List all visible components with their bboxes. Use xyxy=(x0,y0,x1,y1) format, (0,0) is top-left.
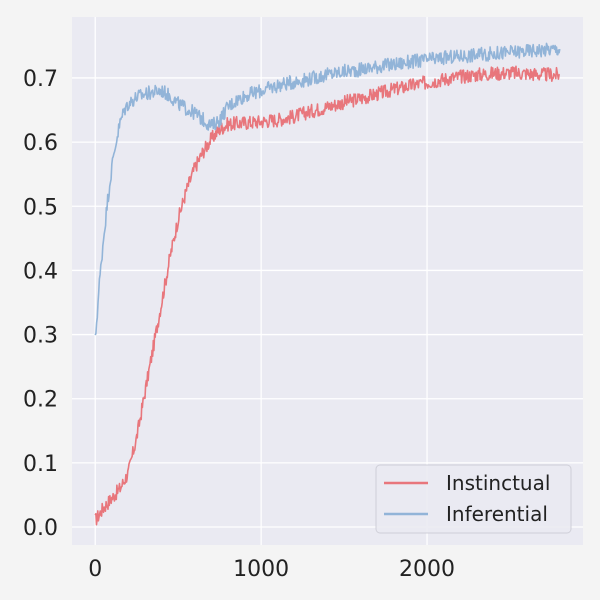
x-tick-label: 0 xyxy=(88,557,102,582)
x-tick-label: 2000 xyxy=(399,557,455,582)
series-layer xyxy=(94,42,561,526)
y-axis-ticks: 0.0 0.1 0.2 0.3 0.4 0.5 0.6 0.7 xyxy=(23,67,58,541)
y-tick-label: 0.7 xyxy=(23,67,58,92)
legend: Instinctual Inferential xyxy=(375,464,572,534)
series-line-instinctual xyxy=(94,65,560,526)
y-tick-label: 0.2 xyxy=(23,388,58,413)
x-axis-ticks: 0 1000 2000 xyxy=(88,557,455,582)
y-tick-label: 0.5 xyxy=(23,195,58,220)
legend-label: Inferential xyxy=(446,502,548,526)
legend-label: Instinctual xyxy=(446,471,550,495)
y-tick-label: 0.1 xyxy=(23,452,58,477)
y-tick-label: 0.3 xyxy=(23,324,58,349)
y-tick-label: 0.4 xyxy=(23,259,58,284)
y-tick-label: 0.6 xyxy=(23,131,58,156)
series-line-inferential xyxy=(94,42,561,336)
x-tick-label: 1000 xyxy=(233,557,289,582)
y-tick-label: 0.0 xyxy=(23,516,58,541)
